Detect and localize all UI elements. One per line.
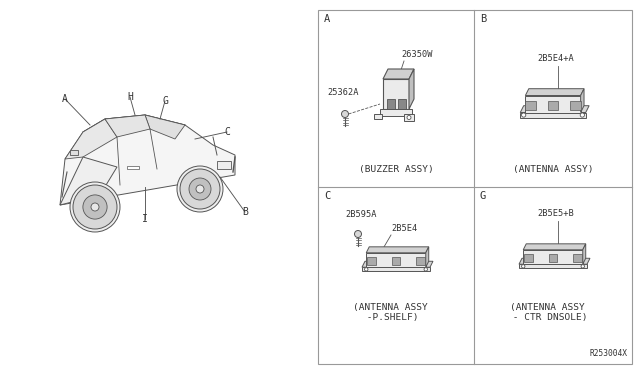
- Bar: [362, 267, 430, 272]
- Circle shape: [177, 166, 223, 212]
- Bar: [397, 99, 406, 109]
- Polygon shape: [524, 250, 583, 264]
- Circle shape: [180, 169, 220, 209]
- Circle shape: [189, 178, 211, 200]
- Text: 26350W: 26350W: [401, 50, 433, 59]
- Text: R253004X: R253004X: [590, 349, 628, 358]
- Text: C: C: [224, 127, 230, 137]
- Polygon shape: [383, 69, 414, 79]
- Polygon shape: [583, 244, 586, 264]
- Circle shape: [424, 267, 428, 271]
- Bar: [392, 257, 400, 264]
- Bar: [548, 102, 558, 110]
- Bar: [525, 102, 536, 110]
- Circle shape: [580, 113, 584, 117]
- Text: C: C: [324, 191, 330, 201]
- Text: 2B5E4+A: 2B5E4+A: [537, 54, 573, 63]
- Polygon shape: [65, 119, 117, 159]
- Bar: [519, 264, 587, 269]
- Bar: [548, 254, 557, 262]
- Bar: [524, 254, 532, 262]
- Text: G: G: [162, 96, 168, 106]
- Bar: [70, 150, 78, 155]
- Circle shape: [342, 110, 349, 118]
- Polygon shape: [60, 157, 117, 205]
- Polygon shape: [105, 115, 150, 137]
- Circle shape: [70, 182, 120, 232]
- Text: A: A: [62, 94, 68, 104]
- Circle shape: [365, 267, 368, 271]
- Text: B: B: [242, 207, 248, 217]
- Bar: [367, 257, 376, 264]
- Circle shape: [522, 264, 525, 268]
- Polygon shape: [362, 261, 433, 267]
- Text: 2B595A: 2B595A: [345, 210, 376, 219]
- Polygon shape: [519, 258, 590, 264]
- Bar: [318, 10, 632, 364]
- Polygon shape: [524, 244, 586, 250]
- Bar: [570, 102, 580, 110]
- Polygon shape: [60, 115, 235, 205]
- Polygon shape: [580, 89, 584, 112]
- Polygon shape: [366, 247, 429, 253]
- Circle shape: [83, 195, 107, 219]
- Polygon shape: [383, 79, 409, 109]
- Bar: [380, 109, 412, 116]
- Text: G: G: [480, 191, 486, 201]
- Polygon shape: [426, 247, 429, 267]
- Text: (ANTENNA ASSY: (ANTENNA ASSY: [353, 303, 428, 312]
- Polygon shape: [520, 106, 589, 112]
- Circle shape: [581, 264, 584, 268]
- Circle shape: [196, 185, 204, 193]
- Bar: [374, 114, 382, 119]
- Bar: [520, 112, 586, 118]
- Bar: [573, 254, 582, 262]
- Polygon shape: [525, 89, 584, 96]
- Bar: [127, 166, 139, 169]
- Text: - CTR DNSOLE): - CTR DNSOLE): [507, 313, 588, 322]
- Circle shape: [522, 113, 526, 117]
- Polygon shape: [525, 96, 580, 112]
- Polygon shape: [366, 253, 426, 267]
- Text: -P.SHELF): -P.SHELF): [361, 313, 419, 322]
- Circle shape: [407, 115, 411, 119]
- Text: (ANTENNA ASSY): (ANTENNA ASSY): [513, 165, 593, 174]
- Bar: [217, 161, 231, 169]
- Polygon shape: [409, 69, 414, 109]
- Text: A: A: [324, 14, 330, 24]
- Text: 2B5E5+B: 2B5E5+B: [537, 209, 573, 218]
- Text: 25362A: 25362A: [327, 88, 358, 97]
- Circle shape: [73, 185, 117, 229]
- Polygon shape: [145, 115, 185, 139]
- Circle shape: [91, 203, 99, 211]
- Text: I: I: [142, 214, 148, 224]
- Bar: [404, 114, 414, 121]
- Circle shape: [355, 231, 362, 237]
- Text: (BUZZER ASSY): (BUZZER ASSY): [358, 165, 433, 174]
- Bar: [417, 257, 425, 264]
- Text: 2B5E4: 2B5E4: [391, 224, 417, 233]
- Text: B: B: [480, 14, 486, 24]
- Text: H: H: [127, 92, 133, 102]
- Text: (ANTENNA ASSY: (ANTENNA ASSY: [509, 303, 584, 312]
- Bar: [387, 99, 394, 109]
